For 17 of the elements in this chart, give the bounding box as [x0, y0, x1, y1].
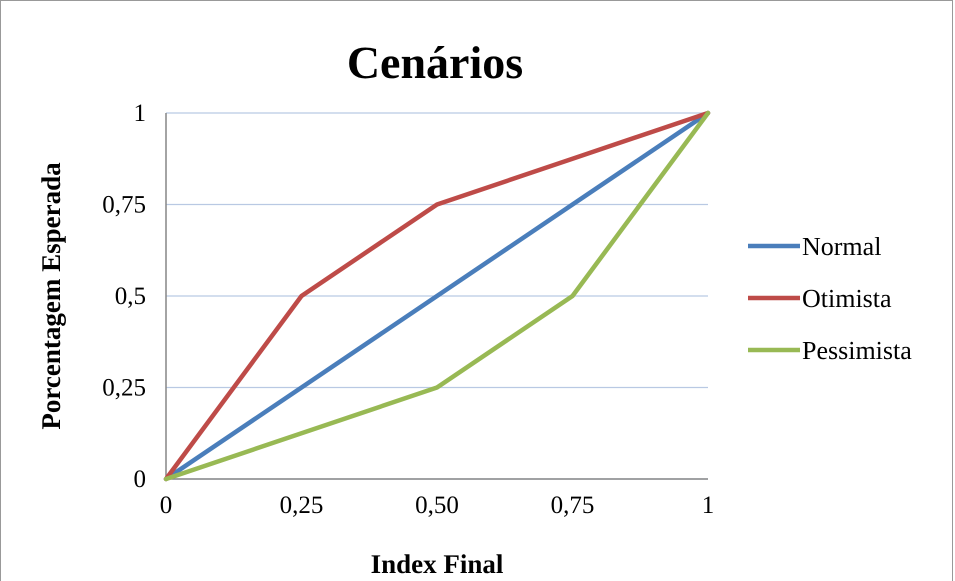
y-tick-label: 0,75: [102, 192, 146, 218]
x-tick-label: 0: [160, 492, 172, 519]
x-tick-label: 0,25: [280, 492, 324, 519]
y-axis-title: Porcentagem Esperada: [36, 162, 66, 430]
line-series: [164, 110, 710, 482]
legend-label: Pessimista: [802, 336, 912, 365]
x-tick-label: 0,75: [550, 492, 594, 519]
y-tick-label: 0,25: [102, 374, 146, 402]
chart-title: Cenários: [346, 37, 524, 88]
legend-label: Normal: [802, 232, 882, 261]
x-tick-label: 1: [702, 492, 714, 519]
y-tick-label: 0,5: [114, 283, 146, 310]
y-tick-label: 0: [134, 466, 146, 493]
x-axis-title: Index Final: [370, 549, 504, 579]
x-tick-label: 0,50: [415, 492, 459, 519]
y-tick-label: 1: [134, 100, 146, 127]
legend-label: Otimista: [802, 284, 892, 313]
